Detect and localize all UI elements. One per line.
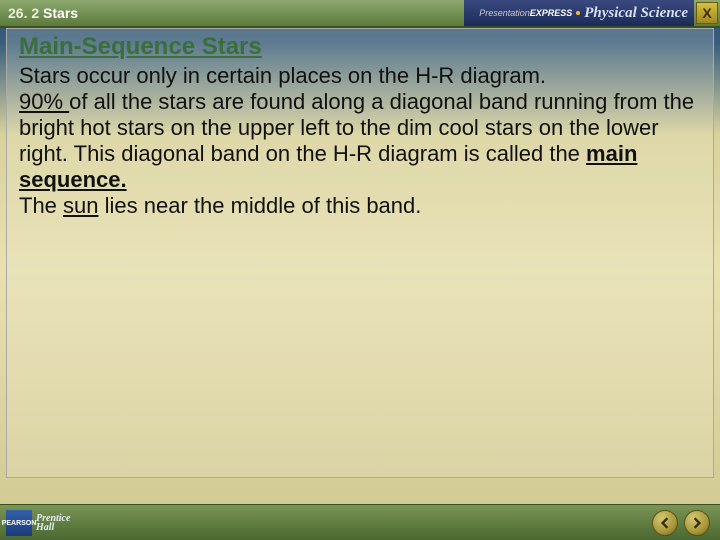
chevron-left-icon — [659, 517, 671, 529]
nav-buttons — [652, 510, 710, 536]
paragraph-1: Stars occur only in certain places on th… — [19, 63, 546, 88]
pearson-logo: PEARSON PrenticeHall — [6, 510, 70, 536]
prentice-hall-text: PrenticeHall — [36, 514, 70, 532]
paragraph-3b: lies near the middle of this band. — [99, 193, 422, 218]
chevron-right-icon — [691, 517, 703, 529]
paragraph-3a: The — [19, 193, 63, 218]
brand-block: PresentationEXPRESS Physical Science — [464, 0, 694, 26]
section-number: 26. 2 — [8, 5, 39, 21]
pearson-square: PEARSON — [6, 510, 32, 536]
content-area: Main-Sequence Stars Stars occur only in … — [6, 28, 714, 478]
slide: 26. 2 Stars PresentationEXPRESS Physical… — [0, 0, 720, 540]
subject-title: Physical Science — [584, 5, 688, 22]
bullet-icon — [576, 11, 580, 15]
sun-underline: sun — [63, 193, 98, 218]
percent-underline: 90% — [19, 89, 69, 114]
footer-bar — [0, 504, 720, 540]
content-title: Main-Sequence Stars — [19, 33, 701, 61]
presentation-express-logo: PresentationEXPRESS — [479, 8, 572, 18]
prev-button[interactable] — [652, 510, 678, 536]
next-button[interactable] — [684, 510, 710, 536]
section-label: 26. 2 Stars — [8, 5, 78, 21]
content-body: Stars occur only in certain places on th… — [19, 63, 701, 219]
close-button[interactable]: X — [696, 2, 718, 24]
section-title: Stars — [43, 5, 78, 21]
close-icon: X — [702, 5, 711, 21]
